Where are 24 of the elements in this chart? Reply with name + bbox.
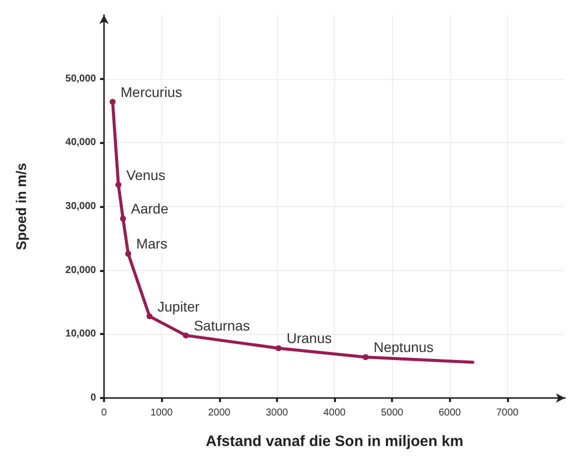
annotation: Aarde (131, 200, 169, 217)
y-tick-label: 10,000 (65, 328, 96, 340)
y-tick-label: 20,000 (65, 264, 96, 276)
x-tick-label: 4000 (323, 408, 346, 418)
annotation: Venus (126, 166, 166, 183)
x-tick-label: 5000 (381, 408, 404, 418)
annotation: Jupiter (158, 298, 200, 314)
y-tick-label: 0 (90, 392, 96, 404)
y-tick-label: 30,000 (65, 201, 96, 212)
annotation: Saturnas (194, 317, 250, 334)
x-tick-label: 1000 (150, 408, 174, 418)
x-axis-title: Afstand vanaf die Son in miljoen km (206, 433, 464, 450)
x-tick-label: 3000 (266, 408, 288, 418)
annotation: Mars (136, 236, 168, 252)
x-tick-label: 2000 (208, 408, 231, 418)
y-tick-label: 40,000 (65, 137, 96, 148)
x-tick-label: 7000 (496, 408, 519, 418)
annotation: Neptunus (374, 339, 434, 356)
y-axis-title: Spoed in m/s (13, 162, 29, 250)
annotation: Mercurius (120, 84, 182, 100)
y-tick-label: 50,000 (65, 73, 96, 84)
x-tick-label: 0 (101, 408, 108, 418)
x-tick-label: 6000 (438, 408, 462, 418)
annotation: Uranus (286, 330, 332, 346)
